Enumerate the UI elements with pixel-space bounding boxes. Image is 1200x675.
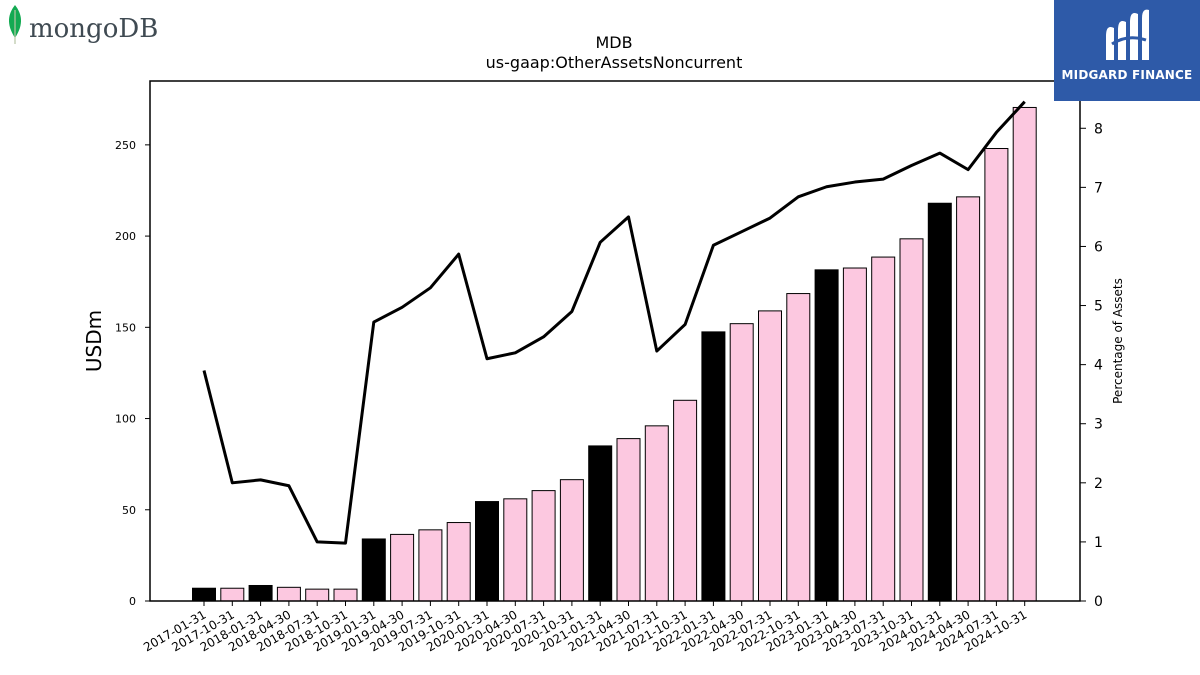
bar-2018-07-31 <box>305 588 330 602</box>
bar-2020-04-30 <box>503 498 528 602</box>
bar-2019-07-31 <box>418 529 443 602</box>
chart-subtitle: us-gaap:OtherAssetsNoncurrent <box>486 53 743 72</box>
y2-tick-label: 8 <box>1094 121 1103 137</box>
bar-2018-10-31 <box>333 588 358 602</box>
midgard-finance-wordmark: MIDGARD FINANCE <box>1061 68 1193 82</box>
y2-tick-label: 7 <box>1094 180 1103 196</box>
bars-group <box>192 106 1037 602</box>
y2-tick-label: 1 <box>1094 535 1103 551</box>
bar-2020-10-31 <box>559 479 584 602</box>
y-axis: 0 50 100 150 200 250 <box>115 139 150 608</box>
bar-2018-01-31 <box>248 584 273 602</box>
y-tick-label: 100 <box>115 413 136 426</box>
line-group <box>202 100 1026 545</box>
bar-2024-01-31 <box>927 202 952 602</box>
percentage-line <box>202 100 1026 545</box>
y2-tick-label: 3 <box>1094 417 1103 433</box>
y-tick-label: 250 <box>115 139 136 152</box>
bar-2020-01-31 <box>475 501 499 602</box>
bar-2021-04-30 <box>616 438 641 602</box>
y-tick-label: 200 <box>115 230 136 243</box>
y2-tick-label: 5 <box>1094 299 1103 315</box>
x-axis: 2017-01-312017-10-312018-01-312018-04-30… <box>141 601 1029 654</box>
bar-2017-01-31 <box>192 587 216 602</box>
midgard-finance-logo: MIDGARD FINANCE <box>1054 0 1200 101</box>
bar-2018-04-30 <box>276 586 301 602</box>
bar-2024-04-30 <box>956 196 981 602</box>
y2-axis-label: Percentage of Assets <box>1111 278 1125 404</box>
y2-axis: 0 1 2 3 4 5 6 7 8 <box>1080 121 1103 610</box>
bar-2021-01-31 <box>588 445 613 602</box>
y-axis-label: USDm <box>82 310 106 372</box>
plot-frame <box>149 80 1081 602</box>
mongodb-wordmark: mongoDB <box>29 14 159 44</box>
y2-tick-label: 4 <box>1094 358 1103 374</box>
y2-tick-label: 0 <box>1094 594 1103 610</box>
bar-2019-01-31 <box>361 538 386 602</box>
bar-2023-04-30 <box>842 267 867 602</box>
bar-2022-01-31 <box>701 331 726 602</box>
y2-tick-label: 2 <box>1094 476 1103 492</box>
chart-title: MDB <box>595 33 632 52</box>
bar-2023-07-31 <box>871 256 896 602</box>
bar-2021-10-31 <box>673 399 698 602</box>
y2-tick-label: 6 <box>1094 239 1103 255</box>
mongodb-logo: mongoDB <box>4 4 174 48</box>
y-tick-label: 0 <box>129 595 136 608</box>
y-tick-label: 150 <box>115 321 136 334</box>
bar-2017-10-31 <box>220 587 245 602</box>
bar-2024-10-31 <box>1012 106 1037 602</box>
bar-2023-10-31 <box>899 238 924 602</box>
bar-2022-10-31 <box>786 293 811 602</box>
bar-2023-01-31 <box>814 269 839 602</box>
bar-2022-04-30 <box>729 323 754 602</box>
midgard-emblem-icon <box>1106 9 1149 60</box>
bar-2019-04-30 <box>390 533 415 602</box>
bar-2021-07-31 <box>644 425 669 602</box>
leaf-icon <box>8 5 22 44</box>
y-tick-label: 50 <box>122 504 136 517</box>
bar-2019-10-31 <box>446 522 471 602</box>
bar-2024-07-31 <box>984 148 1009 602</box>
bar-2022-07-31 <box>758 310 782 602</box>
bar-2020-07-31 <box>531 490 556 602</box>
